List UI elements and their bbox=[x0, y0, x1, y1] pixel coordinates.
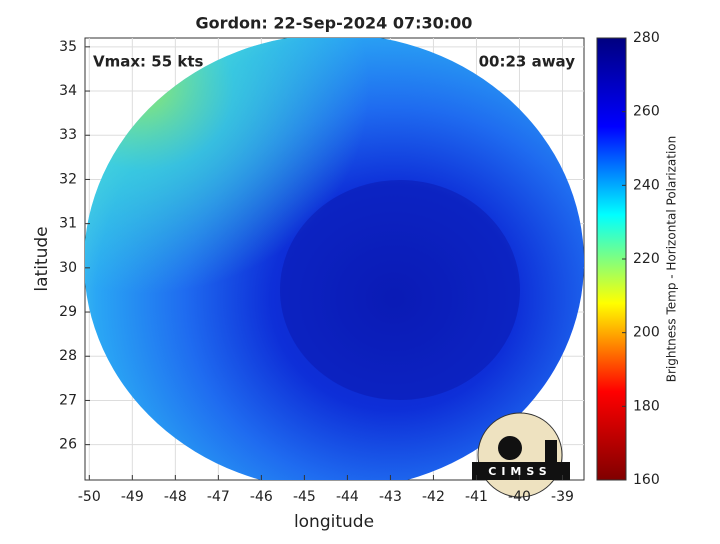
colorbar-tick-label: 280 bbox=[633, 30, 660, 46]
swath bbox=[85, 38, 584, 480]
colorbar-tick-label: 260 bbox=[633, 104, 660, 120]
x-tick-label: -48 bbox=[164, 489, 187, 505]
colorbar-tick-label: 160 bbox=[633, 472, 660, 488]
x-tick-label: -44 bbox=[336, 489, 359, 505]
chart-title: Gordon: 22-Sep-2024 07:30:00 bbox=[196, 14, 473, 33]
x-tick-label: -45 bbox=[293, 489, 316, 505]
annotation: 00:23 away bbox=[479, 53, 576, 71]
colorbar-tick-label: 200 bbox=[633, 325, 660, 341]
x-tick-label: -41 bbox=[465, 489, 488, 505]
colorbar-tick-label: 240 bbox=[633, 177, 660, 193]
annotation: Vmax: 55 kts bbox=[93, 53, 203, 71]
x-tick-label: -49 bbox=[121, 489, 144, 505]
x-tick-label: -47 bbox=[207, 489, 230, 505]
x-tick-label: -39 bbox=[551, 489, 574, 505]
y-tick-label: 27 bbox=[59, 392, 77, 408]
y-tick-label: 32 bbox=[59, 171, 77, 187]
y-axis-label: latitude bbox=[32, 226, 52, 291]
y-tick-label: 33 bbox=[59, 127, 77, 143]
x-tick-label: -42 bbox=[422, 489, 445, 505]
swath-highlight bbox=[85, 38, 584, 480]
x-tick-label: -40 bbox=[508, 489, 531, 505]
y-tick-label: 35 bbox=[59, 39, 77, 55]
x-tick-label: -43 bbox=[379, 489, 402, 505]
y-tick-label: 30 bbox=[59, 260, 77, 276]
colorbar bbox=[596, 37, 627, 481]
x-tick-label: -50 bbox=[78, 489, 101, 505]
y-tick-label: 28 bbox=[59, 348, 77, 364]
colorbar-label: Brightness Temp - Horizontal Polarizatio… bbox=[665, 136, 679, 383]
colorbar-tick-label: 220 bbox=[633, 251, 660, 267]
y-tick-label: 31 bbox=[59, 216, 77, 232]
y-tick-label: 34 bbox=[59, 83, 77, 99]
x-tick-label: -46 bbox=[250, 489, 273, 505]
logo-text: CIMSS bbox=[488, 465, 551, 478]
y-tick-label: 29 bbox=[59, 304, 77, 320]
storm-core bbox=[280, 180, 520, 400]
colorbar-tick-label: 180 bbox=[633, 398, 660, 414]
logo: CIMSS bbox=[472, 412, 570, 498]
x-axis-label: longitude bbox=[294, 512, 374, 532]
y-tick-label: 26 bbox=[59, 437, 77, 453]
